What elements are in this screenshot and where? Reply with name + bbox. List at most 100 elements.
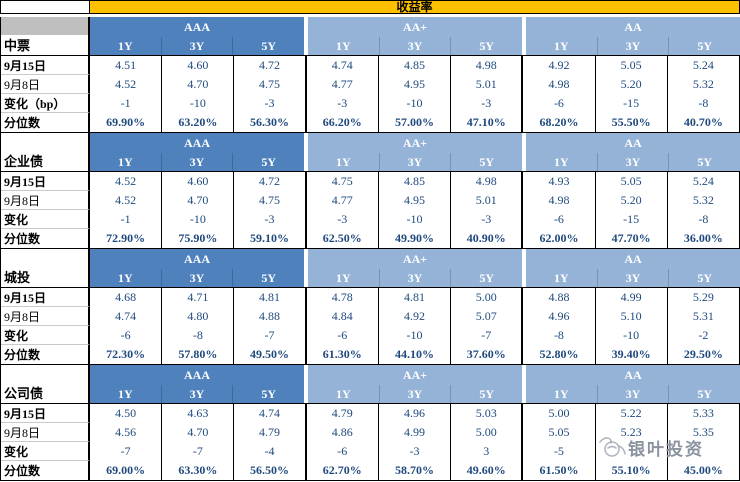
rating-label: AA [526, 365, 740, 385]
rating-group-header: AA+ 1Y 3Y 5Y [308, 249, 522, 287]
value-cell: 37.60% [451, 345, 524, 364]
value-cell: -6 [306, 326, 379, 345]
section-name: 城投 [4, 270, 31, 285]
section-label-cell: 城投 [1, 249, 90, 287]
tenor-header-row: 1Y 3Y 5Y [308, 37, 522, 55]
section-label-cell: 企业债 [1, 133, 90, 171]
table-row: 变化 -6 -8 -7 -6 -10 -7 -8 -10 -2 [1, 326, 740, 345]
value-cell: -10 [378, 326, 452, 345]
value-cell: 4.68 [90, 288, 163, 307]
rating-group-header: AAA 1Y 3Y 5Y [90, 17, 304, 55]
tenor-header-row: 1Y 3Y 5Y [526, 37, 740, 55]
value-cell: -3 [234, 210, 307, 229]
row-label: 9月15日 [1, 56, 90, 75]
rating-label: AAA [90, 133, 304, 153]
rating-groups: AAA 1Y 3Y 5Y AA+ 1Y 3Y 5Y AA 1Y 3Y 5Y [90, 133, 740, 171]
tenor-label: 3Y [596, 153, 669, 171]
tenor-label: 1Y [554, 38, 569, 53]
value-cell: 4.88 [234, 307, 307, 326]
value-cell: 5.07 [451, 307, 524, 326]
table-row: 9月15日 4.51 4.60 4.72 4.74 4.85 4.98 4.92 5.05 5.2… [1, 56, 740, 75]
tenor-label: 5Y [232, 37, 304, 55]
value-cell: 52.80% [523, 345, 596, 364]
value-cell: 47.70% [595, 229, 668, 248]
bond-section: 公司债 AAA 1Y 3Y 5Y AA+ 1Y 3Y 5Y AA 1Y 3Y 5Y 9月15… [1, 365, 740, 481]
tenor-label: 3Y [378, 269, 451, 287]
table-row: 变化 -1 -10 -3 -3 -10 -3 -6 -15 -8 [1, 210, 740, 229]
value-cell: 61.30% [306, 345, 379, 364]
rating-groups: AAA 1Y 3Y 5Y AA+ 1Y 3Y 5Y AA 1Y 3Y 5Y [90, 249, 740, 287]
value-cell: 4.70 [162, 75, 235, 94]
table-row: 9月8日 4.74 4.80 4.88 4.84 4.92 5.07 4.96 5.10 5.31 [1, 307, 740, 326]
value-cell: -3 [378, 442, 452, 461]
row-label: 变化 [1, 326, 90, 345]
value-cell: 5.23 [595, 423, 668, 442]
value-cell: -7 [451, 326, 524, 345]
tenor-label: 1Y [118, 270, 133, 285]
corner-cell [1, 17, 88, 35]
value-cell: 69.90% [90, 113, 163, 132]
value-cell: 57.00% [378, 113, 452, 132]
value-cell: 5.32 [667, 75, 740, 94]
value-cell: 4.80 [162, 307, 235, 326]
tenor-header-row: 1Y 3Y 5Y [526, 153, 740, 171]
rating-label: AA+ [308, 365, 522, 385]
row-label: 9月8日 [1, 307, 90, 326]
title-row: 收益率 [0, 0, 740, 14]
value-cell: 5.31 [667, 307, 740, 326]
value-cell: 4.96 [523, 307, 596, 326]
row-label: 分位数 [1, 461, 90, 480]
value-cell: 5.29 [667, 288, 740, 307]
tenor-label: 3Y [596, 37, 669, 55]
value-cell: -3 [306, 210, 379, 229]
row-label: 变化 [1, 210, 90, 229]
value-cell: 4.86 [306, 423, 379, 442]
value-cell: 49.50% [234, 345, 307, 364]
tenor-label: 5Y [450, 37, 522, 55]
value-cell: 5.24 [667, 172, 740, 191]
value-cell: 5.35 [667, 423, 740, 442]
rating-group-header: AAA 1Y 3Y 5Y [90, 365, 304, 403]
value-cell: 40.70% [667, 113, 740, 132]
corner-cell [1, 133, 88, 151]
tenor-label: 5Y [450, 385, 522, 403]
rating-label: AAA [90, 17, 304, 37]
row-label: 分位数 [1, 113, 90, 132]
table-row: 分位数 72.30% 57.80% 49.50% 61.30% 44.10% 37.60% 5… [1, 345, 740, 364]
value-cell: 4.75 [234, 191, 307, 210]
value-cell: -8 [667, 94, 740, 113]
value-cell: -6 [306, 442, 379, 461]
section-rows: 9月15日 4.51 4.60 4.72 4.74 4.85 4.98 4.92 5.05 5.2… [1, 56, 740, 132]
value-cell: 4.92 [523, 56, 596, 75]
tenor-header-row: 1Y 3Y 5Y [90, 269, 304, 287]
section-label-cell: 公司债 [1, 365, 90, 403]
tenor-header-row: 1Y 3Y 5Y [308, 153, 522, 171]
value-cell: 5.10 [595, 307, 668, 326]
value-cell: 62.50% [306, 229, 379, 248]
tenor-label: 1Y [554, 270, 569, 285]
value-cell: 56.50% [234, 461, 307, 480]
value-cell: 5.24 [667, 56, 740, 75]
tenor-label: 5Y [450, 269, 522, 287]
row-label: 9月8日 [1, 75, 90, 94]
value-cell: -4 [234, 442, 307, 461]
value-cell: -7 [234, 326, 307, 345]
value-cell: 29.50% [667, 345, 740, 364]
tenor-label: 5Y [232, 385, 304, 403]
value-cell: 4.75 [234, 75, 307, 94]
value-cell: 57.80% [162, 345, 235, 364]
value-cell: 5.00 [523, 404, 596, 423]
row-label: 变化 [1, 442, 90, 461]
value-cell: -15 [595, 94, 668, 113]
rating-group-header: AA 1Y 3Y 5Y [526, 365, 740, 403]
value-cell: 49.60% [451, 461, 524, 480]
tenor-header-row: 1Y 3Y 5Y [526, 385, 740, 403]
value-cell: 4.71 [162, 288, 235, 307]
table-body: 中票 AAA 1Y 3Y 5Y AA+ 1Y 3Y 5Y AA 1Y 3Y 5Y 9月15日… [0, 17, 740, 481]
rating-group-header: AA 1Y 3Y 5Y [526, 249, 740, 287]
value-cell: 4.70 [162, 423, 235, 442]
tenor-label: 3Y [160, 37, 233, 55]
rating-label: AA [526, 133, 740, 153]
value-cell: 4.98 [523, 191, 596, 210]
value-cell: -3 [306, 94, 379, 113]
